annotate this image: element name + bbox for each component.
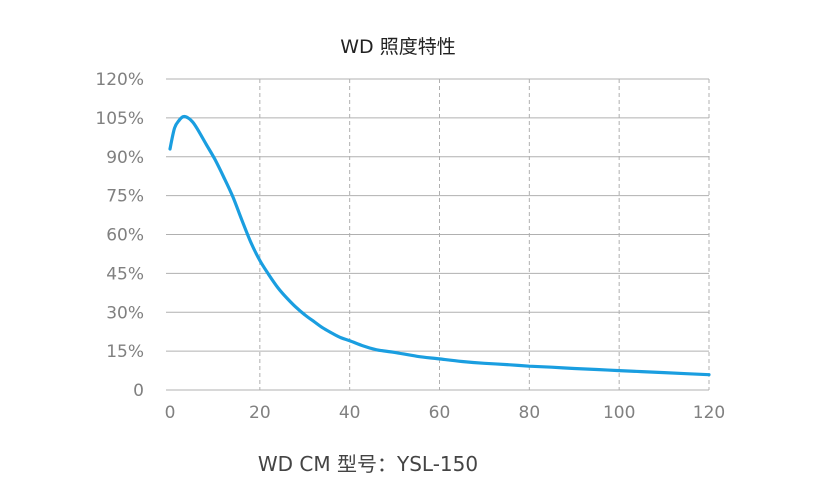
y-tick-label: 0 [133,381,144,401]
y-axis-ticks: 0 15% 30% 45% 60% 75% 90% 105% 120% [95,70,144,401]
chart-title: WD 照度特性 [340,36,455,58]
x-tick-label: 80 [519,403,541,423]
x-tick-label: 0 [165,403,176,423]
x-tick-label: 20 [249,403,271,423]
x-tick-label: 60 [429,403,451,423]
y-tick-label: 105% [95,109,144,129]
series-line [168,114,711,377]
y-tick-label: 90% [106,148,144,168]
y-tick-label: 75% [106,187,144,207]
grid [166,78,710,391]
x-tick-label: 100 [603,403,635,423]
model-caption: WD CM 型号：YSL-150 [258,452,478,476]
series-layer [168,114,711,377]
x-tick-label: 120 [693,403,725,423]
y-tick-label: 60% [106,226,144,246]
y-tick-label: 15% [106,342,144,362]
y-tick-label: 30% [106,303,144,323]
x-tick-label: 40 [339,403,361,423]
y-tick-label: 45% [106,264,144,284]
x-axis-ticks: 0 20 40 60 80 100 120 [165,403,726,423]
y-tick-label: 120% [95,70,144,90]
